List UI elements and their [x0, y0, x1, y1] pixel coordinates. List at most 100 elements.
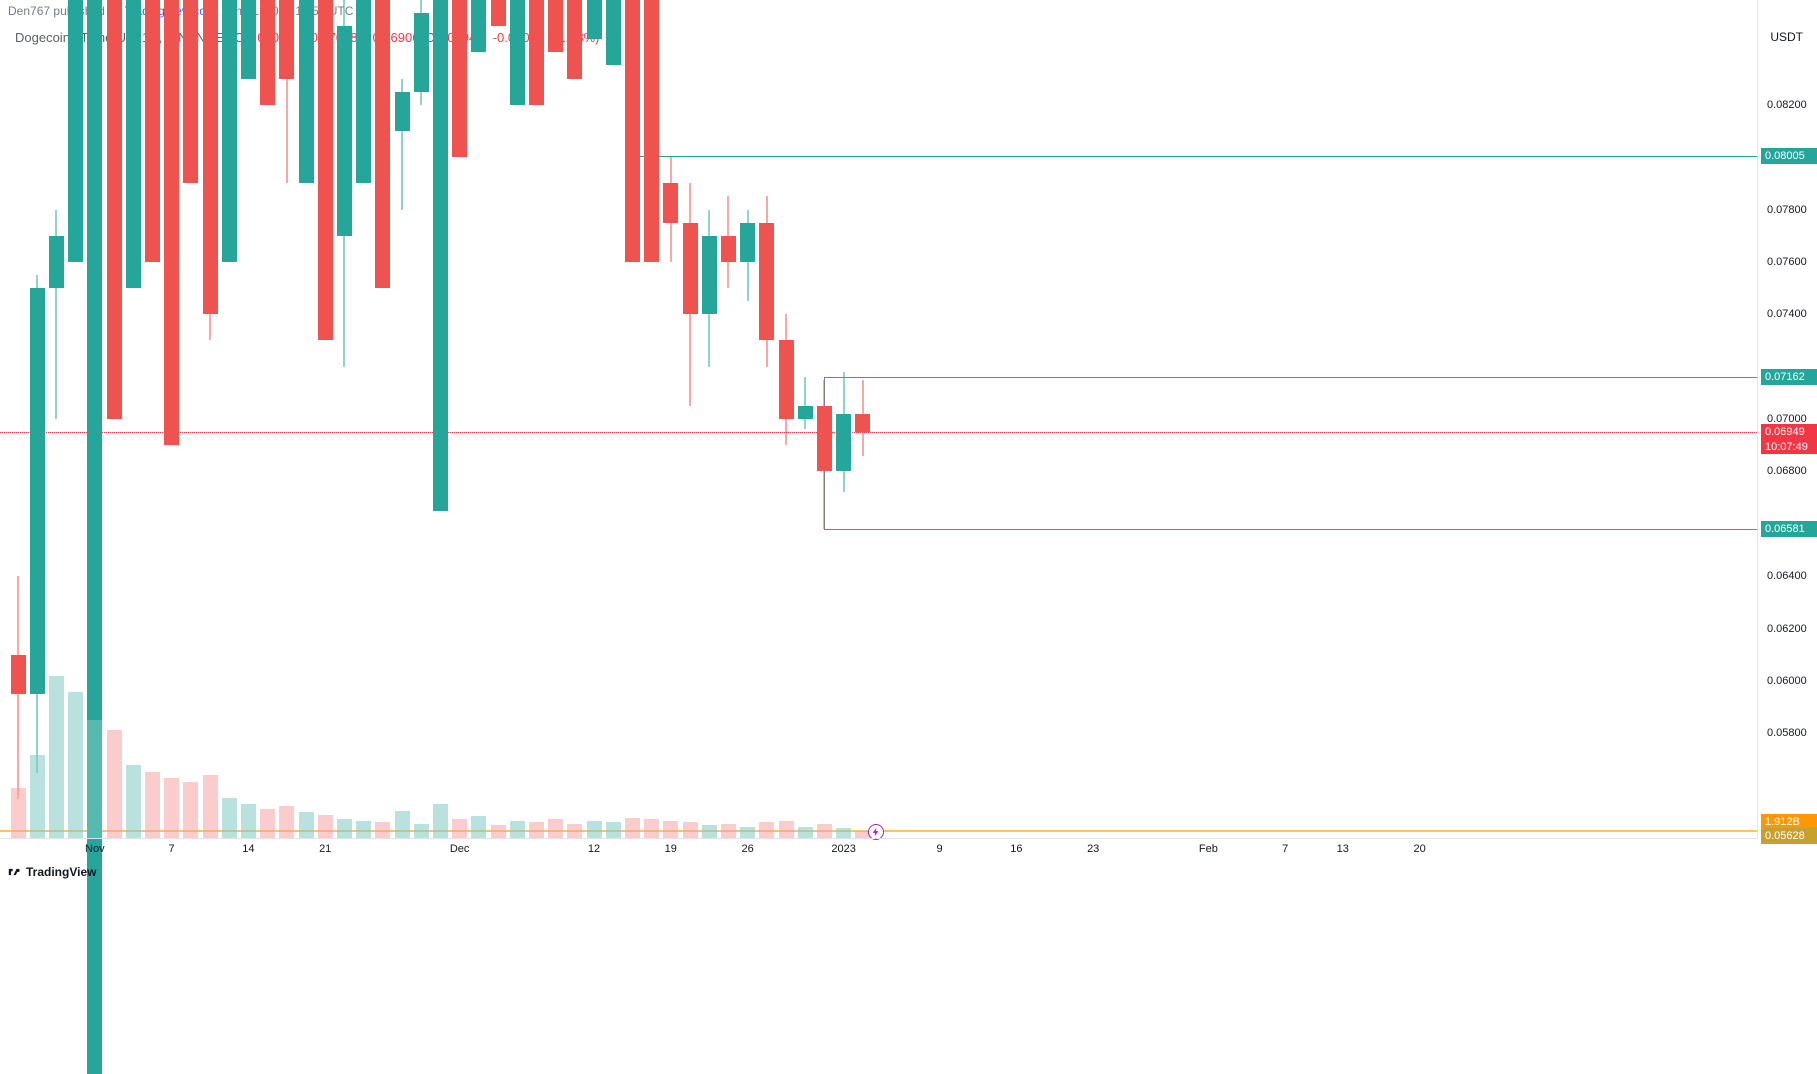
time-tick: 7 [169, 843, 175, 855]
candle[interactable] [683, 183, 698, 406]
candle[interactable] [702, 210, 717, 367]
candle[interactable] [471, 0, 486, 1]
candle[interactable] [529, 0, 544, 1]
volume-bar [683, 822, 698, 838]
volume-bar [49, 676, 64, 838]
candle[interactable] [30, 275, 45, 773]
candle[interactable] [855, 380, 870, 456]
candle[interactable] [663, 157, 678, 262]
tv-logo-text: TradingView [26, 865, 96, 879]
candle[interactable] [779, 314, 794, 445]
candle[interactable] [241, 0, 256, 52]
time-tick: 2023 [831, 843, 855, 855]
candle[interactable] [740, 210, 755, 302]
volume-bar [126, 765, 141, 838]
volume-bar [836, 828, 851, 838]
candle[interactable] [49, 210, 64, 420]
countdown-label: 10:07:49 [1761, 440, 1817, 454]
volume-bar [164, 778, 179, 838]
candle[interactable] [87, 0, 102, 1]
price-tick: 0.06200 [1761, 623, 1817, 635]
time-tick: Feb [1199, 843, 1218, 855]
candle[interactable] [11, 576, 26, 799]
time-tick: Dec [450, 843, 470, 855]
candle[interactable] [548, 0, 563, 1]
last-price-line [0, 432, 1757, 433]
price-axis[interactable]: 0.058000.060000.062000.064000.068000.070… [1757, 0, 1817, 838]
candle[interactable] [625, 0, 640, 1]
time-axis[interactable]: Nov71421Dec121926202391623Feb71320 [0, 838, 1757, 863]
volume-bar [663, 821, 678, 838]
candle[interactable] [375, 0, 390, 183]
candle[interactable] [279, 0, 294, 183]
candle[interactable] [260, 0, 275, 52]
price-tick: 0.07400 [1761, 308, 1817, 320]
candle[interactable] [414, 0, 429, 105]
drawing-hline[interactable] [824, 377, 1757, 378]
candle[interactable] [836, 372, 851, 492]
candle[interactable] [587, 0, 602, 1]
time-tick: 7 [1282, 843, 1288, 855]
last-price-label: 0.06949 [1761, 424, 1817, 440]
volume-bar [721, 824, 736, 838]
candle[interactable] [721, 196, 736, 288]
candle[interactable] [126, 0, 141, 1]
chart-pane[interactable] [0, 0, 1757, 838]
drawing-hline[interactable] [824, 529, 1757, 530]
price-tick: 0.08200 [1761, 99, 1817, 111]
tv-logo-icon [8, 865, 22, 879]
candle[interactable] [491, 0, 506, 1]
candle[interactable] [798, 377, 813, 429]
drawing-price-label: 0.08005 [1761, 148, 1817, 164]
price-tick: 0.06400 [1761, 570, 1817, 582]
candle[interactable] [107, 0, 122, 1]
candle[interactable] [644, 0, 659, 236]
volume-bar [491, 825, 506, 838]
candle[interactable] [395, 79, 410, 210]
volume-bar [241, 804, 256, 838]
time-tick: 14 [242, 843, 254, 855]
candle[interactable] [606, 0, 621, 1]
price-tick: 0.07600 [1761, 256, 1817, 268]
volume-bar [452, 819, 467, 838]
volume-bar [337, 819, 352, 838]
volume-bar [548, 819, 563, 838]
volume-bar [759, 822, 774, 838]
tradingview-logo: TradingView [8, 865, 96, 879]
volume-bar [625, 818, 640, 838]
candle[interactable] [203, 0, 218, 340]
time-tick: 23 [1087, 843, 1099, 855]
candle[interactable] [183, 0, 198, 144]
candle[interactable] [452, 0, 467, 1]
volume-bar [414, 824, 429, 838]
candle[interactable] [337, 0, 352, 367]
time-tick: Nov [85, 843, 105, 855]
volume-bar [702, 825, 717, 838]
candle[interactable] [433, 0, 448, 26]
candle[interactable] [145, 0, 160, 1]
volume-bar [395, 811, 410, 838]
candle[interactable] [567, 0, 582, 1]
candle[interactable] [817, 380, 832, 529]
volume-bar [471, 816, 486, 838]
price-tick: 0.07800 [1761, 204, 1817, 216]
candle[interactable] [510, 0, 525, 1]
candle[interactable] [164, 0, 179, 1]
drawing-price-label: 0.07162 [1761, 369, 1817, 385]
volume-bar [740, 827, 755, 838]
time-tick: 13 [1337, 843, 1349, 855]
time-tick: 9 [937, 843, 943, 855]
time-tick: 19 [665, 843, 677, 855]
candle[interactable] [222, 0, 237, 262]
volume-bar [260, 809, 275, 838]
candle[interactable] [759, 196, 774, 366]
candle[interactable] [68, 0, 83, 249]
drawing-hline[interactable] [632, 156, 1757, 157]
candle[interactable] [356, 0, 371, 79]
volume-bar [798, 827, 813, 838]
time-tick: 12 [588, 843, 600, 855]
volume-bar [299, 812, 314, 838]
candle[interactable] [299, 0, 314, 105]
candle[interactable] [318, 0, 333, 314]
volume-bar [183, 782, 198, 838]
